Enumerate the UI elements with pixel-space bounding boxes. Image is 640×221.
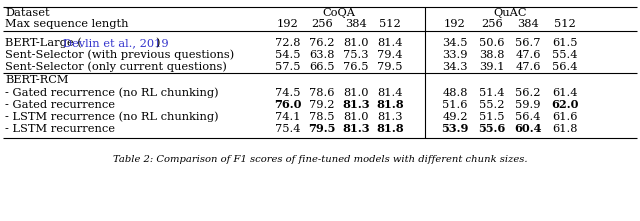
Text: 47.6: 47.6 xyxy=(515,62,541,72)
Text: 79.4: 79.4 xyxy=(377,50,403,60)
Text: 62.0: 62.0 xyxy=(551,99,579,110)
Text: 60.4: 60.4 xyxy=(515,124,541,135)
Text: Sent-Selector (with previous questions): Sent-Selector (with previous questions) xyxy=(5,50,234,60)
Text: 56.2: 56.2 xyxy=(515,88,541,98)
Text: 74.5: 74.5 xyxy=(275,88,301,98)
Text: 56.4: 56.4 xyxy=(552,62,578,72)
Text: 81.3: 81.3 xyxy=(342,124,370,135)
Text: 49.2: 49.2 xyxy=(442,112,468,122)
Text: 384: 384 xyxy=(345,19,367,29)
Text: 61.8: 61.8 xyxy=(552,124,578,134)
Text: 39.1: 39.1 xyxy=(479,62,505,72)
Text: 61.6: 61.6 xyxy=(552,112,578,122)
Text: 51.4: 51.4 xyxy=(479,88,505,98)
Text: 56.4: 56.4 xyxy=(515,112,541,122)
Text: 72.8: 72.8 xyxy=(275,38,301,48)
Text: 59.9: 59.9 xyxy=(515,100,541,110)
Text: 192: 192 xyxy=(277,19,299,29)
Text: 75.3: 75.3 xyxy=(343,50,369,60)
Text: 76.5: 76.5 xyxy=(343,62,369,72)
Text: 48.8: 48.8 xyxy=(442,88,468,98)
Text: 79.5: 79.5 xyxy=(308,124,336,135)
Text: 192: 192 xyxy=(444,19,466,29)
Text: 51.5: 51.5 xyxy=(479,112,505,122)
Text: 81.0: 81.0 xyxy=(343,112,369,122)
Text: 50.6: 50.6 xyxy=(479,38,505,48)
Text: 38.8: 38.8 xyxy=(479,50,505,60)
Text: ): ) xyxy=(155,38,159,48)
Text: 51.6: 51.6 xyxy=(442,100,468,110)
Text: 66.5: 66.5 xyxy=(309,62,335,72)
Text: 512: 512 xyxy=(554,19,576,29)
Text: 55.2: 55.2 xyxy=(479,100,505,110)
Text: 81.4: 81.4 xyxy=(377,88,403,98)
Text: - LSTM recurrence (no RL chunking): - LSTM recurrence (no RL chunking) xyxy=(5,112,219,122)
Text: - Gated recurrence: - Gated recurrence xyxy=(5,100,115,110)
Text: - LSTM recurrence: - LSTM recurrence xyxy=(5,124,115,134)
Text: 76.0: 76.0 xyxy=(275,99,301,110)
Text: 512: 512 xyxy=(379,19,401,29)
Text: 56.7: 56.7 xyxy=(515,38,541,48)
Text: 55.6: 55.6 xyxy=(478,124,506,135)
Text: BERT-Large (: BERT-Large ( xyxy=(5,38,82,48)
Text: 61.4: 61.4 xyxy=(552,88,578,98)
Text: QuAC: QuAC xyxy=(493,8,527,18)
Text: 79.5: 79.5 xyxy=(377,62,403,72)
Text: 55.4: 55.4 xyxy=(552,50,578,60)
Text: Max sequence length: Max sequence length xyxy=(5,19,129,29)
Text: 81.3: 81.3 xyxy=(342,99,370,110)
Text: 33.9: 33.9 xyxy=(442,50,468,60)
Text: Sent-Selector (only current questions): Sent-Selector (only current questions) xyxy=(5,62,227,72)
Text: 34.3: 34.3 xyxy=(442,62,468,72)
Text: CoQA: CoQA xyxy=(323,8,355,18)
Text: 81.0: 81.0 xyxy=(343,88,369,98)
Text: 81.3: 81.3 xyxy=(377,112,403,122)
Text: 79.2: 79.2 xyxy=(309,100,335,110)
Text: Devlin et al., 2019: Devlin et al., 2019 xyxy=(63,38,168,48)
Text: 61.5: 61.5 xyxy=(552,38,578,48)
Text: 256: 256 xyxy=(481,19,503,29)
Text: 81.8: 81.8 xyxy=(376,99,404,110)
Text: 47.6: 47.6 xyxy=(515,50,541,60)
Text: 74.1: 74.1 xyxy=(275,112,301,122)
Text: 76.2: 76.2 xyxy=(309,38,335,48)
Text: Dataset: Dataset xyxy=(5,8,50,18)
Text: 75.4: 75.4 xyxy=(275,124,301,134)
Text: 57.5: 57.5 xyxy=(275,62,301,72)
Text: 81.4: 81.4 xyxy=(377,38,403,48)
Text: 78.6: 78.6 xyxy=(309,88,335,98)
Text: 256: 256 xyxy=(311,19,333,29)
Text: Table 2: Comparison of F1 scores of fine-tuned models with different chunk sizes: Table 2: Comparison of F1 scores of fine… xyxy=(113,155,527,164)
Text: BERT-RCM: BERT-RCM xyxy=(5,75,68,85)
Text: 54.5: 54.5 xyxy=(275,50,301,60)
Text: - Gated recurrence (no RL chunking): - Gated recurrence (no RL chunking) xyxy=(5,88,219,98)
Text: 81.0: 81.0 xyxy=(343,38,369,48)
Text: 384: 384 xyxy=(517,19,539,29)
Text: 34.5: 34.5 xyxy=(442,38,468,48)
Text: 53.9: 53.9 xyxy=(442,124,468,135)
Text: 63.8: 63.8 xyxy=(309,50,335,60)
Text: 81.8: 81.8 xyxy=(376,124,404,135)
Text: 78.5: 78.5 xyxy=(309,112,335,122)
